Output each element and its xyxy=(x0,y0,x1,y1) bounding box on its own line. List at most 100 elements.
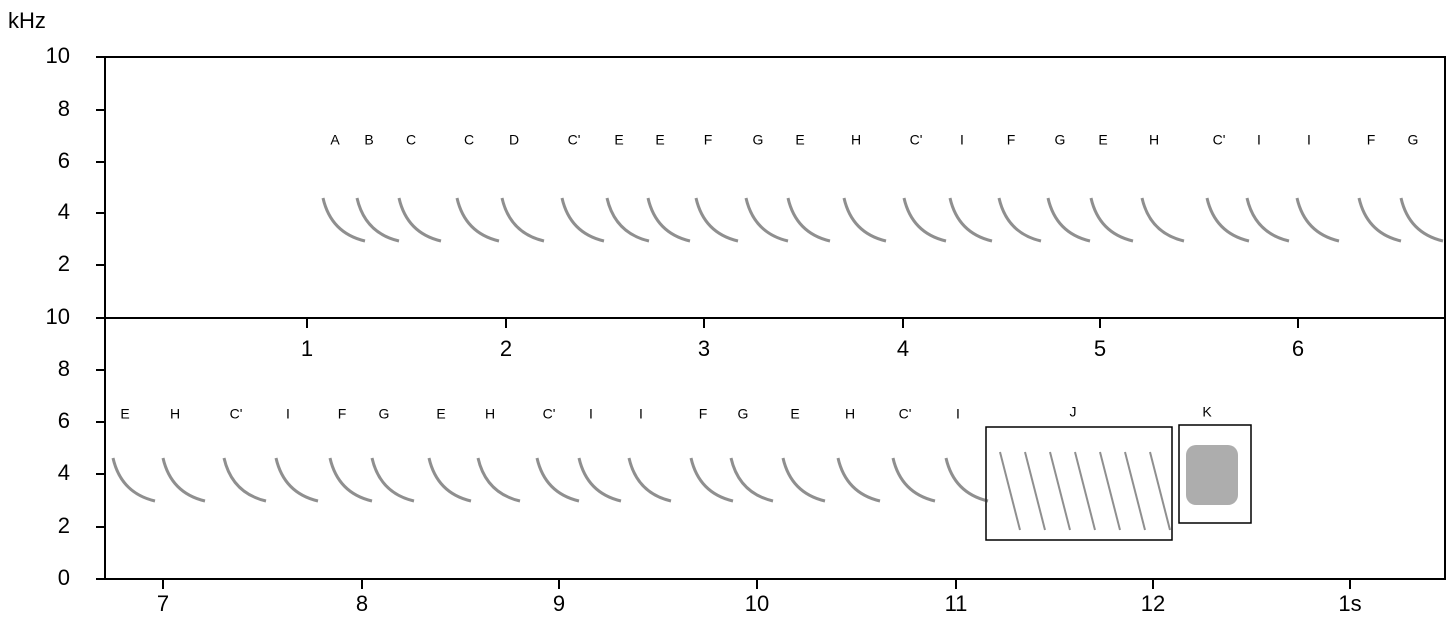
syllable-trace xyxy=(694,197,739,243)
syllable-trace xyxy=(274,457,319,503)
y-tick-label: 2 xyxy=(58,251,70,276)
syllable-trace xyxy=(744,197,789,243)
syllable-label: A xyxy=(330,132,340,148)
syllable-trace xyxy=(605,197,650,243)
syllable-label: C' xyxy=(230,406,243,422)
syllable-label: F xyxy=(704,132,713,148)
syllable-label: G xyxy=(1408,132,1419,148)
y-unit: kHz xyxy=(8,8,46,33)
syllable-label: I xyxy=(956,406,960,422)
syllable-label: E xyxy=(795,132,804,148)
syllable-trace xyxy=(689,457,734,503)
syllable-label: C' xyxy=(899,406,912,422)
syllable-label: H xyxy=(1149,132,1159,148)
x-tick-label: 6 xyxy=(1292,336,1304,361)
syllable-trace xyxy=(627,457,672,503)
trill-trace xyxy=(1149,451,1171,531)
syllable-trace xyxy=(786,197,831,243)
syllable-label: G xyxy=(1055,132,1066,148)
syllable-trace xyxy=(1140,197,1185,243)
syllable-trace xyxy=(1357,197,1402,243)
noise-patch xyxy=(1186,445,1238,505)
syllable-label: I xyxy=(1257,132,1261,148)
syllable-label: C xyxy=(406,132,416,148)
syllable-trace xyxy=(729,457,774,503)
y-tick-label: 10 xyxy=(46,304,70,329)
syllable-trace xyxy=(560,197,605,243)
box-k xyxy=(1178,424,1252,524)
syllable-label: C xyxy=(464,132,474,148)
syllable-label: C' xyxy=(543,406,556,422)
syllable-trace xyxy=(944,457,989,503)
x-tick-label: 4 xyxy=(897,336,909,361)
syllable-trace xyxy=(476,457,521,503)
syllable-label: E xyxy=(436,406,445,422)
syllable-trace xyxy=(111,457,156,503)
syllable-trace xyxy=(455,197,500,243)
x-tick-label: 5 xyxy=(1094,336,1106,361)
syllable-trace xyxy=(427,457,472,503)
syllable-label: E xyxy=(1098,132,1107,148)
syllable-label: D xyxy=(509,132,519,148)
trill-trace xyxy=(999,451,1021,531)
trill-trace xyxy=(1049,451,1071,531)
trill-trace xyxy=(1099,451,1121,531)
syllable-trace xyxy=(222,457,267,503)
syllable-label: I xyxy=(639,406,643,422)
syllable-label: E xyxy=(120,406,129,422)
x-tick-label: 11 xyxy=(945,591,968,616)
x-tick-label: 7 xyxy=(157,591,169,616)
syllable-label: G xyxy=(738,406,749,422)
syllable-label: G xyxy=(753,132,764,148)
x-tick-label: 2 xyxy=(500,336,512,361)
syllable-label: H xyxy=(485,406,495,422)
syllable-label: H xyxy=(170,406,180,422)
x-tick-label: 3 xyxy=(698,336,710,361)
syllable-trace xyxy=(328,457,373,503)
box-label: J xyxy=(1070,404,1077,420)
syllable-label: E xyxy=(614,132,623,148)
y-tick-label: 8 xyxy=(58,356,70,381)
syllable-label: I xyxy=(589,406,593,422)
syllable-label: C' xyxy=(568,132,581,148)
syllable-trace xyxy=(781,457,826,503)
syllable-label: B xyxy=(364,132,373,148)
syllable-trace xyxy=(321,197,366,243)
syllable-trace xyxy=(1046,197,1091,243)
syllable-label: F xyxy=(699,406,708,422)
syllable-trace xyxy=(161,457,206,503)
syllable-label: C' xyxy=(910,132,923,148)
syllable-label: I xyxy=(960,132,964,148)
syllable-trace xyxy=(1089,197,1134,243)
y-tick-label: 2 xyxy=(58,513,70,538)
x-tick-label: 10 xyxy=(745,591,769,616)
syllable-trace xyxy=(1399,197,1444,243)
syllable-trace xyxy=(1295,197,1340,243)
x-tick-label: 1 xyxy=(301,336,313,361)
syllable-label: C' xyxy=(1213,132,1226,148)
syllable-trace xyxy=(842,197,887,243)
y-tick-label: 4 xyxy=(58,199,70,224)
x-tick-label: 8 xyxy=(356,591,368,616)
syllable-label: I xyxy=(1307,132,1311,148)
syllable-trace xyxy=(902,197,947,243)
syllable-trace xyxy=(1205,197,1250,243)
y-tick-label: 0 xyxy=(58,565,70,590)
syllable-label: E xyxy=(655,132,664,148)
syllable-label: F xyxy=(338,406,347,422)
x-tick-label: 12 xyxy=(1141,591,1165,616)
box-j xyxy=(985,426,1173,541)
syllable-trace xyxy=(370,457,415,503)
syllable-label: I xyxy=(286,406,290,422)
syllable-trace xyxy=(891,457,936,503)
trill-trace xyxy=(1124,451,1146,531)
syllable-trace xyxy=(836,457,881,503)
syllable-label: G xyxy=(379,406,390,422)
trill-trace xyxy=(1074,451,1096,531)
y-tick-label: 10 xyxy=(46,43,70,68)
syllable-trace xyxy=(997,197,1042,243)
syllable-trace xyxy=(646,197,691,243)
syllable-label: H xyxy=(845,406,855,422)
